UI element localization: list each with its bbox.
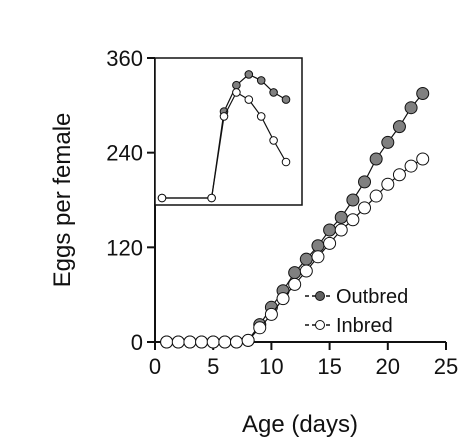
point-outbred-18 [369, 152, 383, 166]
point-outbred-21 [404, 101, 418, 115]
point-outbred-11 [288, 266, 302, 280]
point-outbred-14 [323, 223, 337, 237]
y-tick-label-120: 120 [106, 235, 143, 260]
inset-series [157, 70, 291, 203]
inset-frame [154, 57, 303, 206]
inset-point-inbred-7 [244, 95, 254, 104]
inset-point-inbred-6 [232, 88, 241, 97]
inset-point-inbred-5 [219, 112, 229, 121]
inset-point-inbred-0 [157, 193, 167, 203]
point-inbred-10 [276, 292, 290, 306]
legend-marker-inbred [315, 320, 325, 330]
inset [154, 57, 303, 206]
point-outbred-15 [334, 210, 348, 224]
point-inbred-3 [195, 335, 209, 349]
point-outbred-13 [311, 239, 325, 253]
legend-label-outbred: Outbred [336, 286, 408, 308]
inset-point-outbred-6 [232, 80, 241, 90]
point-inbred-1 [171, 335, 185, 349]
point-outbred-12 [299, 252, 313, 266]
main-series [160, 87, 430, 349]
point-inbred-7 [241, 333, 255, 347]
legend-marker-outbred [315, 291, 325, 301]
point-inbred-21 [404, 159, 418, 173]
point-inbred-4 [206, 335, 220, 349]
legend-entry-outbred: Outbred [305, 286, 408, 308]
point-inbred-20 [392, 168, 406, 182]
inset-point-inbred-4 [207, 193, 216, 203]
point-inbred-0 [160, 335, 174, 349]
inset-point-outbred-8 [256, 76, 266, 85]
x-tick-label-20: 20 [376, 354, 400, 379]
point-inbred-15 [334, 223, 348, 237]
point-inbred-11 [288, 277, 302, 291]
inset-point-inbred-8 [256, 112, 266, 121]
x-tick-label-5: 5 [207, 354, 219, 379]
point-inbred-13 [311, 250, 325, 264]
x-tick-label-10: 10 [259, 354, 283, 379]
x-tick-label-25: 25 [434, 354, 458, 379]
y-axis-label: Eggs per female [49, 113, 76, 288]
point-inbred-2 [183, 335, 197, 349]
inset-point-outbred-9 [269, 88, 278, 97]
point-outbred-16 [346, 193, 360, 207]
point-outbred-20 [392, 120, 406, 134]
main-axes: 0 120 240 360 0 5 10 15 20 25 Eggs per female Ag… [49, 46, 458, 438]
x-ticks: 0 5 10 15 20 25 [149, 342, 458, 379]
point-inbred-18 [369, 189, 383, 203]
point-inbred-16 [346, 213, 360, 227]
point-inbred-5 [218, 335, 232, 349]
point-outbred-22 [416, 87, 430, 100]
inset-point-inbred-10 [281, 157, 291, 167]
inset-point-outbred-10 [281, 95, 291, 104]
point-inbred-8 [253, 321, 267, 335]
x-tick-label-15: 15 [317, 354, 341, 379]
inset-point-inbred-9 [269, 136, 278, 145]
inset-point-outbred-7 [244, 70, 254, 79]
y-tick-label-240: 240 [106, 141, 143, 166]
x-tick-label-0: 0 [149, 354, 161, 379]
point-inbred-22 [416, 152, 430, 166]
point-inbred-12 [299, 264, 313, 278]
point-inbred-6 [229, 335, 243, 349]
legend: Outbred Inbred [305, 286, 408, 337]
point-inbred-17 [358, 201, 372, 215]
point-inbred-9 [264, 307, 278, 321]
legend-entry-inbred: Inbred [305, 315, 393, 337]
legend-label-inbred: Inbred [336, 315, 393, 337]
point-outbred-19 [381, 135, 395, 149]
point-outbred-17 [358, 175, 372, 189]
y-ticks: 0 120 240 360 [106, 46, 155, 355]
x-axis-label: Age (days) [242, 411, 358, 438]
point-inbred-14 [323, 236, 337, 250]
y-tick-label-0: 0 [131, 330, 143, 355]
y-tick-label-360: 360 [106, 46, 143, 71]
point-inbred-19 [381, 177, 395, 191]
